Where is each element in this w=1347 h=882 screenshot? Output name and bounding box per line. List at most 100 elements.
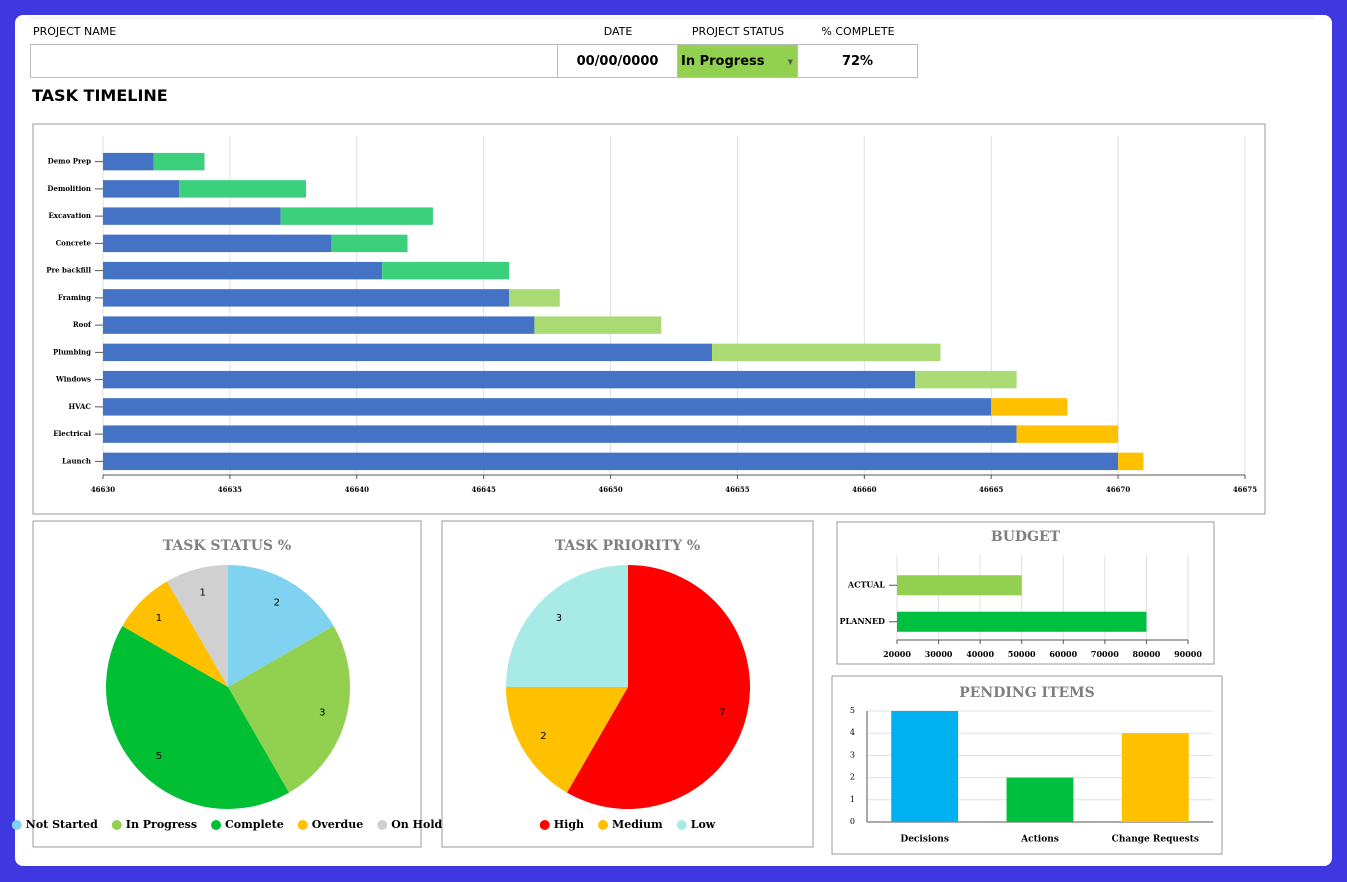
x-tick-label: 80000 (1133, 649, 1161, 659)
x-tick-label: 30000 (925, 649, 953, 659)
complete-cell[interactable]: 72% (797, 44, 918, 78)
legend-marker (297, 820, 308, 830)
header-label: % COMPLETE (821, 25, 895, 38)
pie-slice (228, 626, 350, 793)
chart-title: BUDGET (991, 529, 1061, 545)
x-tick-label: 60000 (1049, 649, 1077, 659)
project-name-cell[interactable] (30, 44, 558, 78)
frame (32, 520, 422, 848)
frame (831, 675, 1223, 855)
bar (103, 316, 535, 334)
frame (32, 123, 1266, 515)
x-tick-label: 50000 (1008, 649, 1036, 659)
y-tick-label: 4 (850, 728, 855, 737)
legend-marker (11, 820, 22, 830)
y-tick-label: 1 (850, 795, 855, 804)
y-tick-label: 3 (850, 750, 855, 759)
legend-marker (676, 820, 687, 830)
y-tick-label: Windows (55, 375, 91, 384)
y-tick-label: Framing (58, 293, 91, 302)
bar (103, 452, 1119, 471)
status-dropdown[interactable]: In Progress ▼ (677, 44, 798, 78)
data-label: 3 (556, 613, 562, 624)
bar (103, 289, 510, 307)
y-tick-label: Plumbing (53, 347, 91, 356)
bar (991, 398, 1068, 416)
x-tick-label: 46630 (91, 485, 115, 494)
bar (331, 234, 408, 253)
y-tick-label: Pre backfill (46, 266, 91, 275)
legend-label: On Hold (391, 818, 442, 831)
pie-slice (567, 564, 751, 810)
frame (441, 520, 814, 848)
pie-slice (122, 581, 228, 687)
bar (103, 343, 713, 362)
bar (103, 207, 281, 225)
legend-marker (211, 820, 222, 830)
x-tick-label: 90000 (1174, 649, 1202, 659)
data-label: 1 (200, 588, 206, 599)
legend-label: Overdue (312, 818, 363, 831)
bar (179, 180, 307, 198)
y-tick-label: Electrical (53, 429, 91, 438)
bar (915, 370, 1017, 389)
x-tick-label: 46675 (1233, 485, 1257, 494)
x-tick-label: 46635 (218, 485, 242, 494)
bar (891, 711, 959, 822)
data-label: 5 (156, 751, 162, 762)
chart-title: TASK STATUS % (163, 538, 291, 554)
x-tick-label: 46655 (725, 485, 749, 494)
data-label: 1 (156, 613, 162, 624)
legend-marker (111, 820, 122, 830)
data-label: 2 (540, 731, 546, 742)
section-title: TASK TIMELINE (32, 86, 168, 105)
y-tick-label: Launch (62, 456, 91, 465)
x-tick-label: Actions (1020, 835, 1059, 845)
bar (1016, 425, 1119, 443)
pie-slice (506, 687, 628, 793)
data-label: 3 (319, 707, 325, 718)
bar (1121, 733, 1189, 822)
y-tick-label: 5 (850, 706, 855, 715)
x-tick-label: 46650 (598, 485, 622, 494)
x-tick-label: 70000 (1091, 649, 1119, 659)
bar (382, 261, 510, 280)
x-tick-label: 46645 (471, 485, 495, 494)
data-label: 2 (274, 597, 280, 608)
bar (103, 398, 992, 416)
y-tick-label: PLANNED (839, 616, 885, 626)
y-tick-label: Demolition (47, 184, 91, 193)
bar (103, 152, 154, 171)
y-tick-label: Concrete (56, 238, 92, 247)
bar (712, 343, 941, 362)
y-tick-label: HVAC (68, 402, 91, 411)
bar (103, 370, 916, 389)
date-cell[interactable]: 00/00/0000 (557, 44, 678, 78)
header-label: PROJECT STATUS (691, 25, 785, 38)
data-label: 7 (719, 707, 725, 718)
bar (153, 152, 205, 171)
y-tick-label: ACTUAL (847, 579, 885, 589)
chart-title: PENDING ITEMS (959, 685, 1095, 701)
legend-marker (539, 820, 550, 830)
legend-marker (598, 820, 609, 830)
y-tick-label: 2 (850, 773, 855, 782)
legend-label: Not Started (26, 818, 98, 831)
legend-label: In Progress (126, 818, 197, 831)
y-tick-label: Roof (73, 320, 92, 329)
x-tick-label: 46660 (852, 485, 876, 494)
x-tick-label: Change Requests (1112, 835, 1199, 845)
x-tick-label: 20000 (883, 649, 911, 659)
x-tick-label: 46640 (345, 485, 369, 494)
legend-label: High (554, 818, 584, 831)
bar (1006, 777, 1074, 822)
y-tick-label: Demo Prep (48, 157, 91, 166)
bar (1118, 452, 1144, 471)
status-text: In Progress (681, 54, 765, 69)
bar (280, 207, 433, 225)
y-tick-label: Excavation (48, 211, 91, 220)
pie-slice (106, 626, 289, 809)
bar (103, 261, 383, 280)
